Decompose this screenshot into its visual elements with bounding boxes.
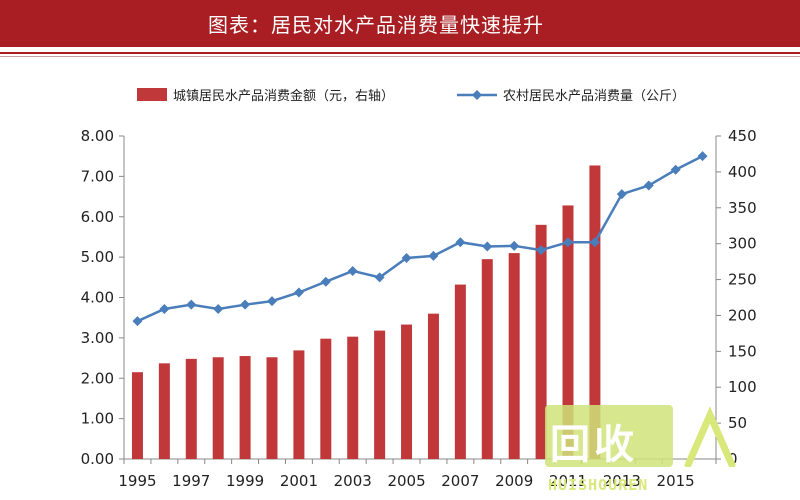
bar-urban-spend — [158, 363, 170, 459]
point-rural-consumption — [482, 241, 493, 252]
point-rural-consumption — [455, 237, 466, 248]
x-tick-label: 1997 — [172, 472, 210, 490]
point-rural-consumption — [643, 180, 654, 191]
point-rural-consumption — [240, 299, 251, 310]
legend-swatch-bar — [137, 88, 167, 101]
bar-urban-spend — [239, 356, 251, 459]
bar-urban-spend — [427, 313, 439, 459]
bar-urban-spend — [266, 357, 278, 459]
line-rural-consumption — [136, 154, 704, 323]
watermark-badge — [545, 405, 673, 467]
bar-urban-spend — [347, 336, 359, 459]
divider-thin — [0, 56, 800, 57]
y-right-tick-label: 400 — [728, 163, 757, 181]
watermark-text: 回收 — [550, 422, 638, 468]
point-rural-consumption — [509, 240, 520, 251]
point-rural-consumption — [670, 164, 681, 175]
bar-urban-spend — [481, 259, 493, 459]
y-right-tick-label: 450 — [728, 127, 757, 145]
legend-label-bar: 城镇居民水产品消费金额（元，右轴） — [173, 88, 394, 104]
y-right-tick-label: 50 — [728, 414, 747, 432]
x-tick-label: 1995 — [118, 472, 156, 490]
x-tick-label: 2011 — [549, 472, 587, 490]
x-tick-label: 2007 — [441, 472, 479, 490]
divider-red — [0, 52, 800, 54]
y-left-tick-label: 2.00 — [81, 369, 114, 387]
y-left-tick-label: 4.00 — [81, 289, 114, 307]
y-left-tick-label: 6.00 — [81, 208, 114, 226]
banner-title: 图表：居民对水产品消费量快速提升 — [208, 13, 544, 37]
watermark-subtext: HUISHOUREN — [548, 476, 649, 494]
x-tick-label: 2003 — [334, 472, 372, 490]
point-rural-consumption — [428, 250, 439, 261]
y-right-tick-label: 250 — [728, 271, 757, 289]
bar-urban-spend — [185, 358, 197, 459]
point-rural-consumption — [159, 303, 170, 314]
point-rural-consumption — [563, 237, 573, 248]
title-banner: 图表：居民对水产品消费量快速提升 — [0, 0, 800, 47]
bar-urban-spend — [589, 165, 601, 459]
point-rural-consumption — [374, 272, 385, 283]
x-tick-label: 2001 — [280, 472, 318, 490]
y-left-tick-label: 7.00 — [81, 167, 114, 185]
y-left-tick-label: 5.00 — [81, 248, 114, 266]
point-rural-consumption — [320, 276, 331, 287]
y-left-tick-label: 1.00 — [81, 410, 114, 428]
legend-swatch-marker — [472, 90, 482, 100]
y-left-tick-label: 3.00 — [81, 329, 114, 347]
point-rural-consumption — [132, 316, 143, 327]
y-left-tick-label: 0.00 — [81, 450, 114, 468]
y-right-tick-label: 100 — [728, 378, 757, 396]
point-rural-consumption — [347, 265, 358, 276]
point-rural-consumption — [267, 296, 277, 307]
bar-urban-spend — [535, 224, 547, 459]
bar-urban-spend — [320, 338, 332, 459]
bar-urban-spend — [212, 357, 224, 459]
x-tick-label: 1999 — [226, 472, 264, 490]
point-rural-consumption — [589, 237, 600, 248]
point-rural-consumption — [401, 253, 412, 264]
y-left-tick-label: 8.00 — [81, 127, 114, 145]
x-tick-label: 2013 — [603, 472, 641, 490]
point-rural-consumption — [616, 189, 627, 200]
y-right-tick-label: 350 — [728, 199, 757, 217]
point-rural-consumption — [697, 151, 708, 162]
x-tick-label: 2009 — [495, 472, 533, 490]
bar-urban-spend — [131, 372, 143, 459]
legend-label-line: 农村居民水产品消费量（公斤） — [503, 89, 685, 104]
watermark-person-icon — [684, 406, 736, 467]
point-rural-consumption — [213, 303, 224, 314]
bar-urban-spend — [562, 205, 574, 459]
x-tick-label: 2005 — [387, 472, 425, 490]
bar-urban-spend — [293, 350, 305, 459]
bar-urban-spend — [508, 253, 520, 459]
bar-urban-spend — [401, 324, 413, 459]
bar-urban-spend — [454, 284, 466, 459]
y-right-tick-label: 200 — [728, 306, 757, 324]
point-rural-consumption — [536, 245, 547, 256]
y-right-tick-label: 300 — [728, 235, 757, 253]
point-rural-consumption — [293, 287, 304, 298]
x-tick-label: 2015 — [657, 472, 695, 490]
point-rural-consumption — [186, 299, 197, 310]
y-right-tick-label: 150 — [728, 342, 757, 360]
bar-urban-spend — [374, 330, 386, 459]
